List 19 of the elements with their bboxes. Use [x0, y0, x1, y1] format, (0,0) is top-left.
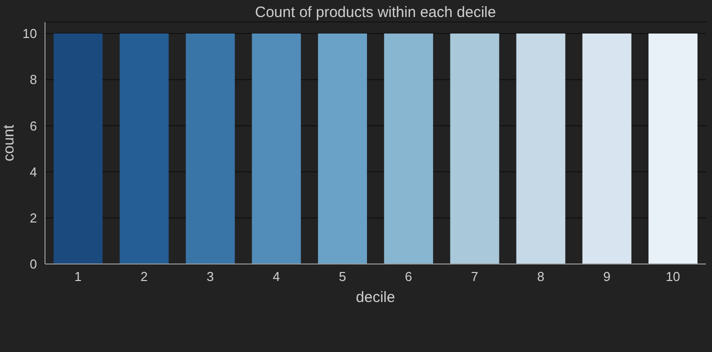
x-tick-label: 9: [603, 269, 610, 284]
x-tick-label: 2: [140, 269, 148, 284]
x-tick-label: 8: [537, 269, 544, 284]
y-tick-label: 8: [30, 72, 37, 88]
chart-title: Count of products within each decile: [254, 4, 497, 21]
x-axis-title: decile: [356, 289, 396, 306]
x-tick-label: 5: [338, 269, 346, 284]
y-tick-label: 6: [30, 118, 37, 134]
y-axis-title: count: [0, 124, 18, 162]
x-tick-label: 7: [471, 269, 478, 284]
x-tick-label: 4: [272, 269, 280, 284]
y-tick-label: 4: [30, 164, 37, 180]
y-tick-label: 2: [30, 210, 37, 226]
x-tick-label: 3: [206, 269, 214, 284]
x-tick-label: 10: [666, 269, 680, 284]
y-tick-label: 0: [30, 256, 37, 272]
x-tick-label: 1: [74, 269, 82, 284]
x-tick-label: 6: [404, 269, 412, 284]
y-tick-label: 10: [22, 26, 37, 42]
